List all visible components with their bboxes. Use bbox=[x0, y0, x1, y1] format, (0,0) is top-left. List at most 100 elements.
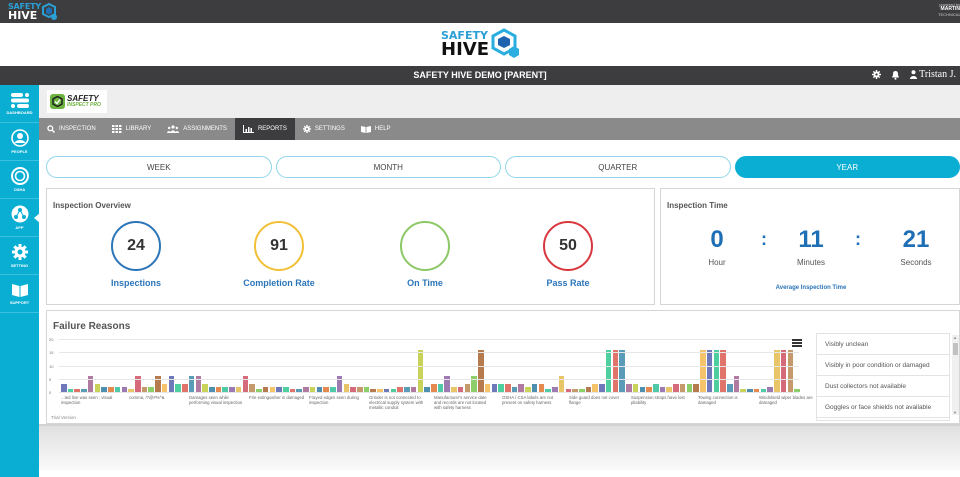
chart-bar[interactable] bbox=[161, 384, 168, 392]
chart-bar[interactable] bbox=[410, 386, 417, 392]
chart-bar[interactable] bbox=[693, 384, 699, 392]
chart-bar[interactable] bbox=[740, 389, 746, 392]
chart-bar[interactable] bbox=[787, 349, 794, 392]
chart-bar[interactable] bbox=[256, 389, 262, 392]
chart-bar[interactable] bbox=[753, 389, 760, 392]
period-quarter[interactable]: QUARTER bbox=[505, 156, 731, 178]
chart-bar[interactable] bbox=[377, 389, 383, 392]
chart-bar[interactable] bbox=[760, 389, 767, 392]
chart-bar[interactable] bbox=[262, 386, 269, 392]
chart-bar[interactable] bbox=[101, 386, 107, 392]
chart-bar[interactable] bbox=[592, 384, 598, 392]
chart-bar[interactable] bbox=[114, 386, 121, 392]
chart-bar[interactable] bbox=[141, 386, 148, 392]
chart-bar[interactable] bbox=[309, 386, 316, 392]
chart-bar[interactable] bbox=[303, 386, 309, 392]
chart-bar[interactable] bbox=[87, 376, 94, 392]
chart-bar[interactable] bbox=[383, 389, 390, 392]
chart-bar[interactable] bbox=[505, 384, 511, 392]
chart-bar[interactable] bbox=[626, 384, 632, 392]
chart-bar[interactable] bbox=[565, 389, 572, 392]
chart-bar[interactable] bbox=[121, 386, 128, 392]
period-month[interactable]: MONTH bbox=[275, 156, 501, 178]
chart-bar[interactable] bbox=[235, 386, 242, 392]
chart-bar[interactable] bbox=[457, 386, 464, 392]
chart-bar[interactable] bbox=[74, 389, 80, 392]
chart-bar[interactable] bbox=[437, 384, 444, 392]
chart-bar[interactable] bbox=[585, 386, 592, 392]
nav-reports[interactable]: REPORTS bbox=[234, 118, 295, 140]
chart-bar[interactable] bbox=[148, 386, 154, 392]
user-menu[interactable]: Tristan J. bbox=[910, 69, 956, 80]
chart-bar[interactable] bbox=[599, 384, 605, 392]
chart-bar[interactable] bbox=[511, 386, 518, 392]
sidebar-item-dashboard[interactable]: DASHBOARD bbox=[0, 85, 39, 123]
chart-bar[interactable] bbox=[424, 386, 430, 392]
chart-bar[interactable] bbox=[94, 384, 101, 392]
chart-bar[interactable] bbox=[182, 384, 188, 392]
gear-icon[interactable] bbox=[872, 70, 882, 79]
chart-bar[interactable] bbox=[767, 386, 773, 392]
chart-bar[interactable] bbox=[525, 386, 531, 392]
chart-bar[interactable] bbox=[289, 389, 296, 392]
chart-bar[interactable] bbox=[471, 376, 477, 392]
chart-bar[interactable] bbox=[518, 384, 524, 392]
scroll-up-icon[interactable]: ▲ bbox=[953, 335, 957, 340]
legend-item[interactable]: Visibly unclean bbox=[817, 334, 949, 355]
chart-bar[interactable] bbox=[558, 376, 565, 392]
chart-bar[interactable] bbox=[202, 384, 208, 392]
chart-bar[interactable] bbox=[343, 384, 350, 392]
chart-bar[interactable] bbox=[363, 386, 370, 392]
chart-bar[interactable] bbox=[733, 376, 740, 392]
nav-help[interactable]: HELP bbox=[353, 118, 399, 140]
legend-item[interactable]: Goggles or face shields not available bbox=[817, 397, 949, 418]
chart-bar[interactable] bbox=[397, 386, 403, 392]
bell-icon[interactable] bbox=[891, 70, 900, 80]
chart-bar[interactable] bbox=[209, 386, 215, 392]
chart-bar[interactable] bbox=[135, 376, 141, 392]
chart-bar[interactable] bbox=[720, 349, 726, 392]
chart-bar[interactable] bbox=[195, 376, 202, 392]
nav-inspection[interactable]: INSPECTION bbox=[39, 118, 104, 140]
chart-bar[interactable] bbox=[774, 349, 780, 392]
chart-bar[interactable] bbox=[283, 386, 289, 392]
sidebar-item-osha[interactable]: OSHA bbox=[0, 161, 39, 199]
chart-bar[interactable] bbox=[316, 386, 323, 392]
chart-bar[interactable] bbox=[478, 349, 484, 392]
chart-bar[interactable] bbox=[370, 389, 376, 392]
chart-bar[interactable] bbox=[673, 384, 679, 392]
safety-inspect-pro-logo[interactable]: SAFETY INSPECT PRO bbox=[47, 90, 107, 113]
chart-bar[interactable] bbox=[404, 386, 410, 392]
safety-hive-logo[interactable]: SAFETY HIVE bbox=[8, 2, 59, 22]
legend-item[interactable]: Visibly in poor condition or damaged bbox=[817, 355, 949, 376]
legend-item[interactable]: Dust collectors not available bbox=[817, 376, 949, 397]
chart-bar[interactable] bbox=[188, 376, 195, 392]
chart-bar[interactable] bbox=[538, 384, 545, 392]
chart-bar[interactable] bbox=[330, 386, 336, 392]
chart-bar[interactable] bbox=[727, 384, 733, 392]
chart-bar[interactable] bbox=[296, 389, 302, 392]
chart-bar[interactable] bbox=[686, 384, 693, 392]
nav-settings[interactable]: SETTINGS bbox=[295, 118, 353, 140]
chart-bar[interactable] bbox=[242, 376, 249, 392]
chart-bar[interactable] bbox=[491, 384, 498, 392]
chart-bar[interactable] bbox=[464, 384, 471, 392]
chart-bar[interactable] bbox=[659, 386, 666, 392]
chart-bar[interactable] bbox=[229, 386, 235, 392]
chart-bar[interactable] bbox=[579, 389, 585, 392]
nav-assignments[interactable]: ASSIGNMENTS bbox=[159, 118, 235, 140]
chart-bar[interactable] bbox=[444, 376, 450, 392]
chart-menu-icon[interactable] bbox=[792, 339, 802, 348]
sidebar-item-support[interactable]: SUPPORT bbox=[0, 275, 39, 313]
chart-bar[interactable] bbox=[81, 389, 87, 392]
chart-bar[interactable] bbox=[451, 386, 457, 392]
chart-bar[interactable] bbox=[605, 349, 612, 392]
chart-bar[interactable] bbox=[794, 389, 800, 392]
chart-bar[interactable] bbox=[700, 349, 706, 392]
chart-bar[interactable] bbox=[572, 389, 578, 392]
chart-bar[interactable] bbox=[431, 384, 437, 392]
chart-bar[interactable] bbox=[632, 384, 639, 392]
chart-bar[interactable] bbox=[108, 386, 114, 392]
chart-bar[interactable] bbox=[249, 384, 255, 392]
chart-bar[interactable] bbox=[639, 386, 646, 392]
